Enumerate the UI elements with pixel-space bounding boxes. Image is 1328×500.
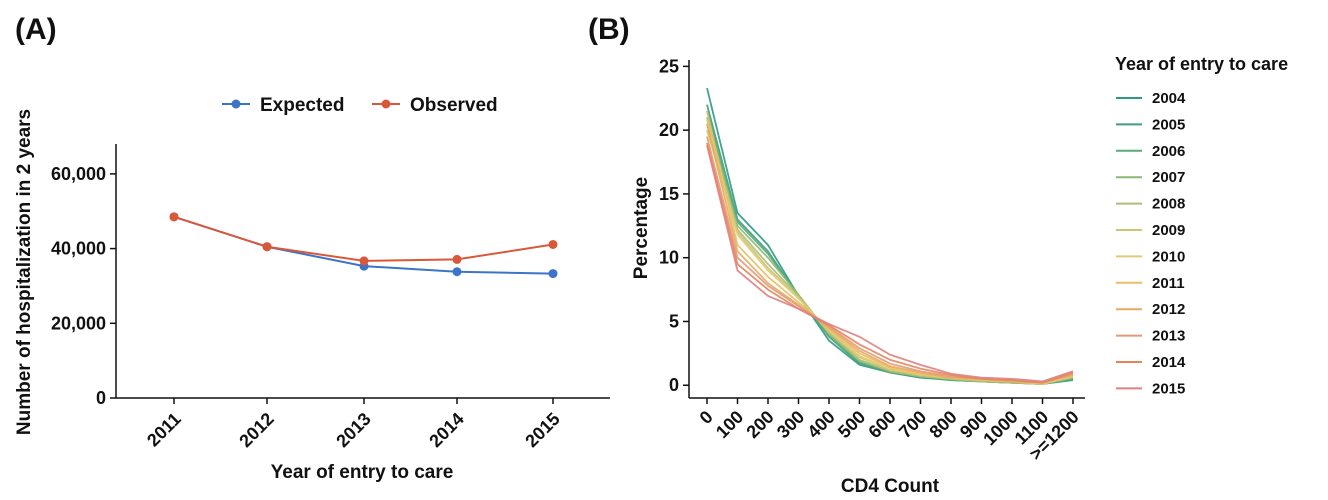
chart-a: 0 20,000 40,000 60,000 2011 2012 2013 2014 2015… <box>14 95 610 483</box>
chart-a-y-ticks: 0 20,000 40,000 60,000 <box>51 164 116 408</box>
chart-b-legend-title: Year of entry to care <box>1115 54 1288 74</box>
chart-a-x-tick-label: 2014 <box>425 409 467 451</box>
chart-b-x-tick-label: 800 <box>925 407 960 442</box>
chart-a-series <box>169 212 558 279</box>
chart-b-legend-label: 2010 <box>1152 248 1185 265</box>
chart-a-y-axis-title: Number of hospitalization in 2 years <box>14 109 35 435</box>
chart-b-series <box>706 87 1074 385</box>
chart-a-point-observed <box>262 242 272 252</box>
chart-b-series-line-2005 <box>706 104 1074 385</box>
chart-b-y-tick-label: 0 <box>669 375 679 395</box>
chart-b-series-line-2014 <box>706 142 1074 384</box>
chart-a-legend: Expected Observed <box>222 95 498 116</box>
chart-a-y-tick-label: 40,000 <box>51 239 106 259</box>
chart-b-y-tick-label: 10 <box>659 248 679 268</box>
chart-a-legend-label: Observed <box>410 95 498 116</box>
chart-b-series-line-2007 <box>706 117 1074 385</box>
chart-b-legend-label: 2007 <box>1152 169 1185 186</box>
chart-b-x-tick-label: 300 <box>773 407 808 442</box>
chart-a-legend-marker-expected <box>231 99 241 109</box>
chart-a-point-expected <box>548 269 558 279</box>
chart-b-y-tick-label: 15 <box>659 184 679 204</box>
chart-a-legend-marker-observed <box>381 99 391 109</box>
chart-b-x-tick-label: 200 <box>742 407 777 442</box>
chart-a-y-tick-label: 20,000 <box>51 313 106 333</box>
chart-b-x-tick-label: 100 <box>712 407 747 442</box>
panel-b-label: (B) <box>588 13 630 46</box>
chart-b-legend-label: 2006 <box>1152 143 1185 160</box>
chart-a-point-observed <box>548 239 558 249</box>
chart-a-point-observed <box>169 212 179 222</box>
chart-a-legend-label: Expected <box>260 95 344 116</box>
chart-a-point-observed <box>452 254 462 264</box>
chart-b-legend-label: 2013 <box>1152 328 1185 345</box>
chart-b-legend-label: 2012 <box>1152 301 1185 318</box>
chart-b-legend-label: 2008 <box>1152 196 1185 213</box>
chart-a-x-ticks: 2011 2012 2013 2014 2015 <box>143 398 564 451</box>
chart-a-x-tick-label: 2011 <box>143 409 185 451</box>
chart-b-legend-label: 2011 <box>1152 275 1185 292</box>
chart-a-x-axis-title: Year of entry to care <box>271 462 454 483</box>
chart-a-x-tick-label: 2013 <box>332 409 374 451</box>
chart-b-x-tick-label: 700 <box>895 407 930 442</box>
chart-b-x-tick-label: 400 <box>803 407 838 442</box>
chart-b-legend: 2004 2005 2006 2007 2008 2009 2010 2011 2012 2013… <box>1116 90 1186 397</box>
chart-b-legend-label: 2004 <box>1152 90 1186 107</box>
chart-b-series-line-2012 <box>706 123 1074 384</box>
chart-b-x-ticks: 010020030040050060070080090010001100>=12… <box>696 398 1083 464</box>
panel-a-label: (A) <box>15 13 57 46</box>
chart-a-series-line-observed <box>173 215 554 262</box>
chart-a-x-tick-label: 2012 <box>235 409 277 451</box>
chart-b-legend-label: 2005 <box>1152 116 1185 133</box>
chart-b-y-ticks: 0 5 10 15 20 25 <box>659 56 689 395</box>
chart-b-series-line-2004 <box>706 87 1074 385</box>
chart-b-x-tick-label: 600 <box>864 407 899 442</box>
chart-b-series-line-2015 <box>706 145 1074 383</box>
chart-b-x-axis-title: CD4 Count <box>841 476 940 497</box>
chart-b-legend-label: 2009 <box>1152 222 1185 239</box>
chart-b-x-tick-label: 500 <box>834 407 869 442</box>
chart-b-legend-label: 2015 <box>1152 380 1185 397</box>
chart-b-x-tick-label: 0 <box>696 407 717 428</box>
chart-b-y-tick-label: 25 <box>659 56 679 76</box>
chart-a-y-tick-label: 0 <box>96 388 106 408</box>
chart-a-y-tick-label: 60,000 <box>51 164 106 184</box>
chart-b-series-line-2006 <box>706 110 1074 385</box>
chart-a-x-tick-label: 2015 <box>521 409 563 451</box>
chart-b-y-axis-title: Percentage <box>631 177 652 279</box>
chart-a-point-expected <box>452 267 462 277</box>
chart-b-y-tick-label: 20 <box>659 120 679 140</box>
chart-b-x-tick-label: 1000 <box>979 407 1021 449</box>
chart-b-y-tick-label: 5 <box>669 311 679 331</box>
chart-b-legend-label: 2014 <box>1152 354 1186 371</box>
chart-b-series-line-2008 <box>706 123 1074 385</box>
chart-a-point-observed <box>359 256 369 266</box>
